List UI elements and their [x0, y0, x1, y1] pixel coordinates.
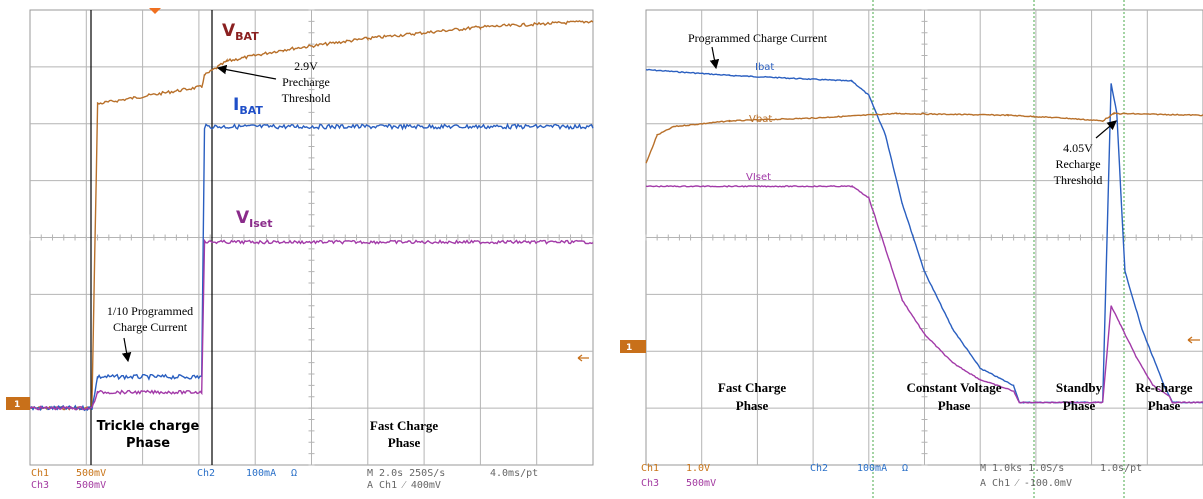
right-traces — [645, 68, 1203, 404]
right-ch1-ground-marker: 1 — [620, 340, 646, 353]
right-scope-footer: Ch1 1.0V Ch3 500mV Ch2 100mA Ω M 1.0ks 1… — [641, 463, 1142, 489]
left-traces — [29, 20, 594, 412]
left-trigger-position-marker — [149, 8, 161, 14]
svg-text:Precharge: Precharge — [282, 75, 330, 89]
svg-text:Fast Charge: Fast Charge — [718, 380, 786, 395]
recharge-phase-label: Re-charge Phase — [1135, 380, 1192, 413]
right-trace-labels: Ibat Vbat VIset — [746, 62, 774, 183]
svg-text:1: 1 — [14, 400, 20, 410]
svg-text:4.05V: 4.05V — [1063, 141, 1093, 155]
trickle-current-arrow — [121, 337, 132, 363]
svg-text:Ch2: Ch2 — [197, 468, 215, 479]
svg-text:Re-charge: Re-charge — [1135, 380, 1192, 395]
left-scope-footer: Ch1 500mV Ch3 500mV Ch2 100mA Ω M 2.0s 2… — [31, 468, 538, 491]
viset-label: VIset — [236, 208, 273, 230]
svg-text:Ch3: Ch3 — [31, 480, 49, 491]
svg-text:500mV: 500mV — [76, 480, 106, 491]
svg-text:500mV: 500mV — [76, 468, 106, 479]
svg-text:Phase: Phase — [938, 398, 971, 413]
precharge-arrow — [216, 64, 277, 80]
svg-text:2.9V: 2.9V — [294, 59, 318, 73]
left-ch1-ground-marker: 1 — [6, 397, 30, 410]
svg-text:Phase: Phase — [736, 398, 769, 413]
svg-text:Ω: Ω — [291, 468, 297, 479]
svg-text:Ch1: Ch1 — [641, 463, 659, 474]
ibat-label: IBAT — [233, 95, 263, 117]
precharge-threshold-annotation: 2.9V Precharge Threshold — [282, 59, 331, 105]
svg-text:Charge Current: Charge Current — [113, 320, 188, 334]
programmed-current-arrow — [709, 46, 720, 70]
svg-text:500mV: 500mV — [686, 478, 716, 489]
svg-text:Fast Charge: Fast Charge — [370, 418, 438, 433]
svg-text:Threshold: Threshold — [1054, 173, 1103, 187]
svg-text:4.0ms/pt: 4.0ms/pt — [490, 468, 538, 479]
svg-text:Threshold: Threshold — [282, 91, 331, 105]
svg-text:Phase: Phase — [1063, 398, 1096, 413]
right-trigger-level-marker — [1187, 336, 1200, 344]
recharge-threshold-annotation: 4.05V Recharge Threshold — [1054, 141, 1103, 187]
svg-text:VIset: VIset — [746, 172, 771, 183]
trickle-current-annotation: 1/10 Programmed Charge Current — [107, 304, 193, 334]
svg-text:1/10 Programmed: 1/10 Programmed — [107, 304, 193, 318]
svg-text:M 1.0ks 1.0S/s: M 1.0ks 1.0S/s — [980, 463, 1064, 474]
left-grid — [29, 9, 594, 466]
svg-text:A Ch1 ⁄ 400mV: A Ch1 ⁄ 400mV — [367, 480, 441, 491]
trickle-phase-label: Trickle charge Phase — [97, 419, 200, 451]
svg-text:Phase: Phase — [1148, 398, 1181, 413]
svg-text:Phase: Phase — [126, 436, 170, 451]
right-grid — [645, 9, 1203, 466]
svg-text:Phase: Phase — [388, 435, 421, 450]
svg-text:Standby: Standby — [1056, 380, 1103, 395]
vbat-label: VBAT — [222, 21, 259, 43]
svg-text:100mA: 100mA — [857, 463, 887, 474]
svg-text:100mA: 100mA — [246, 468, 276, 479]
right-scope-panel: Ibat Vbat VIset Programmed Charge Curren… — [620, 0, 1203, 499]
svg-text:Ch1: Ch1 — [31, 468, 49, 479]
left-fast-phase-label: Fast Charge Phase — [370, 418, 438, 450]
svg-text:Ch3: Ch3 — [641, 478, 659, 489]
left-trace-viset — [29, 238, 594, 411]
programmed-current-annotation: Programmed Charge Current — [688, 31, 828, 45]
svg-text:A Ch1 ⁄ -100.0mV: A Ch1 ⁄ -100.0mV — [980, 478, 1072, 489]
standby-phase-label: Standby Phase — [1056, 380, 1103, 413]
svg-text:1.0V: 1.0V — [686, 463, 710, 474]
svg-text:Trickle charge: Trickle charge — [97, 419, 200, 434]
svg-text:1.0s/pt: 1.0s/pt — [1100, 463, 1142, 474]
right-trace-ibat — [645, 68, 1203, 404]
svg-text:1: 1 — [626, 343, 632, 353]
right-trace-viset — [645, 185, 1203, 404]
left-trigger-level-marker — [577, 354, 589, 362]
svg-text:Vbat: Vbat — [749, 114, 772, 125]
svg-text:Ibat: Ibat — [755, 62, 774, 73]
svg-text:Constant Voltage: Constant Voltage — [907, 380, 1002, 395]
cv-phase-label: Constant Voltage Phase — [907, 380, 1002, 413]
recharge-arrow — [1095, 120, 1117, 139]
svg-text:Ω: Ω — [902, 463, 908, 474]
right-fast-phase-label: Fast Charge Phase — [718, 380, 786, 413]
svg-text:M 2.0s 250S/s: M 2.0s 250S/s — [367, 468, 445, 479]
left-scope-panel: VBAT IBAT VIset 2.9V Precharge Threshold… — [6, 8, 594, 491]
svg-text:Ch2: Ch2 — [810, 463, 828, 474]
left-trace-vbat — [29, 20, 594, 411]
svg-text:Recharge: Recharge — [1055, 157, 1100, 171]
right-trace-vbat — [645, 111, 1203, 164]
left-trace-ibat — [29, 122, 594, 412]
